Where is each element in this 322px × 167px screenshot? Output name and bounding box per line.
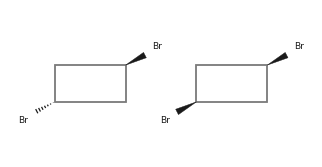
Text: Br: Br — [160, 116, 170, 125]
Text: Br: Br — [294, 42, 304, 51]
Text: Br: Br — [18, 116, 28, 125]
Polygon shape — [126, 52, 146, 65]
Polygon shape — [176, 102, 196, 115]
Polygon shape — [267, 52, 288, 65]
Text: Br: Br — [152, 42, 162, 51]
